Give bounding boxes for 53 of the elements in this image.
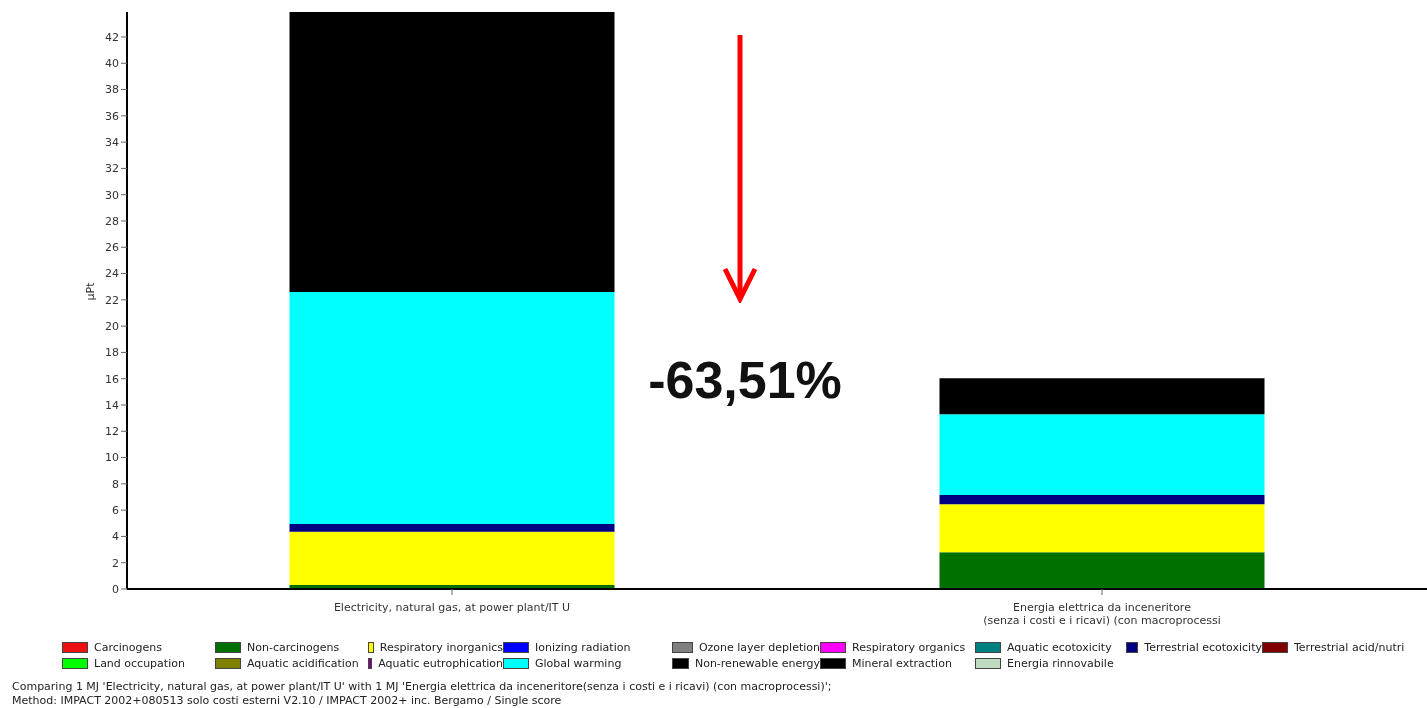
y-tick-label: 28 [105,214,119,228]
legend-label: Carcinogens [94,640,162,654]
y-tick-label: 8 [112,477,119,491]
legend-label: Aquatic acidification [247,656,359,670]
legend-label: Aquatic eutrophication [378,656,503,670]
legend-label: Ionizing radiation [535,640,631,654]
y-tick-label: 30 [105,188,119,202]
legend-label: Non-renewable energy [694,656,820,670]
x-tick-label: Electricity, natural gas, at power plant/IT U [333,601,571,614]
y-tick-label: 18 [105,346,119,360]
y-tick-label: 20 [105,320,119,334]
y-tick-label: 2 [112,556,119,570]
y-tick-label: 22 [105,293,119,307]
legend-label: Non-carcinogens [247,640,340,654]
y-tick-label: 16 [105,372,119,386]
bar [939,552,1265,589]
bar [289,523,615,532]
legend-label: Energia rinnovabile [1007,656,1114,670]
y-axis-title: µPt [83,281,97,301]
y-tick-label: 12 [105,425,119,439]
y-tick-label: 36 [105,109,119,123]
y-tick-label: 4 [112,530,119,544]
bar [939,378,1265,415]
bar [289,531,615,586]
y-tick-label: 40 [105,57,119,71]
bar [289,12,615,292]
y-tick-label: 14 [105,398,119,412]
legend-label: Respiratory organics [852,640,966,654]
bar [289,291,615,524]
y-tick-label: 10 [105,451,119,465]
y-tick-label: 32 [105,162,119,176]
y-tick-label: 0 [112,582,119,596]
y-tick-label: 38 [105,83,119,97]
legend-label: Terrestrial ecotoxicity [1144,640,1262,654]
legend-label: Terrestrial acid/nutri [1294,640,1405,654]
annotation: -63,51% [647,350,843,410]
bar [939,414,1265,496]
bar [939,504,1265,553]
legend-label: Aquatic ecotoxicity [1007,640,1112,654]
y-tick-label: 42 [105,30,119,44]
y-tick-label: 26 [105,241,119,255]
text: Method: IMPACT 2002+080513 solo costi esterni V2.10 / IMPACT 2002+ inc. Bergamo / Single score [12,694,562,707]
legend-label: Mineral extraction [852,656,952,670]
y-tick-label: 24 [105,267,119,281]
x-tick-label: Energia elettrica da inceneritore (senza i costi e i ricavi) (con macroprocessi [983,601,1221,627]
legend-label: Ozone layer depletion [698,640,820,654]
bar [939,495,1265,505]
y-tick-label: 34 [105,136,119,150]
text: Comparing 1 MJ 'Electricity, natural gas, at power plant/IT U' with 1 MJ 'Energia elettrica da inceneritore(senza i costi e i ricavi) (con macroprocessi)'; [12,680,832,693]
legend-label: Land occupation [94,656,185,670]
y-tick-label: 6 [112,504,119,518]
legend-label: Global warming [535,656,622,670]
legend-label: Respiratory inorganics [379,640,503,654]
